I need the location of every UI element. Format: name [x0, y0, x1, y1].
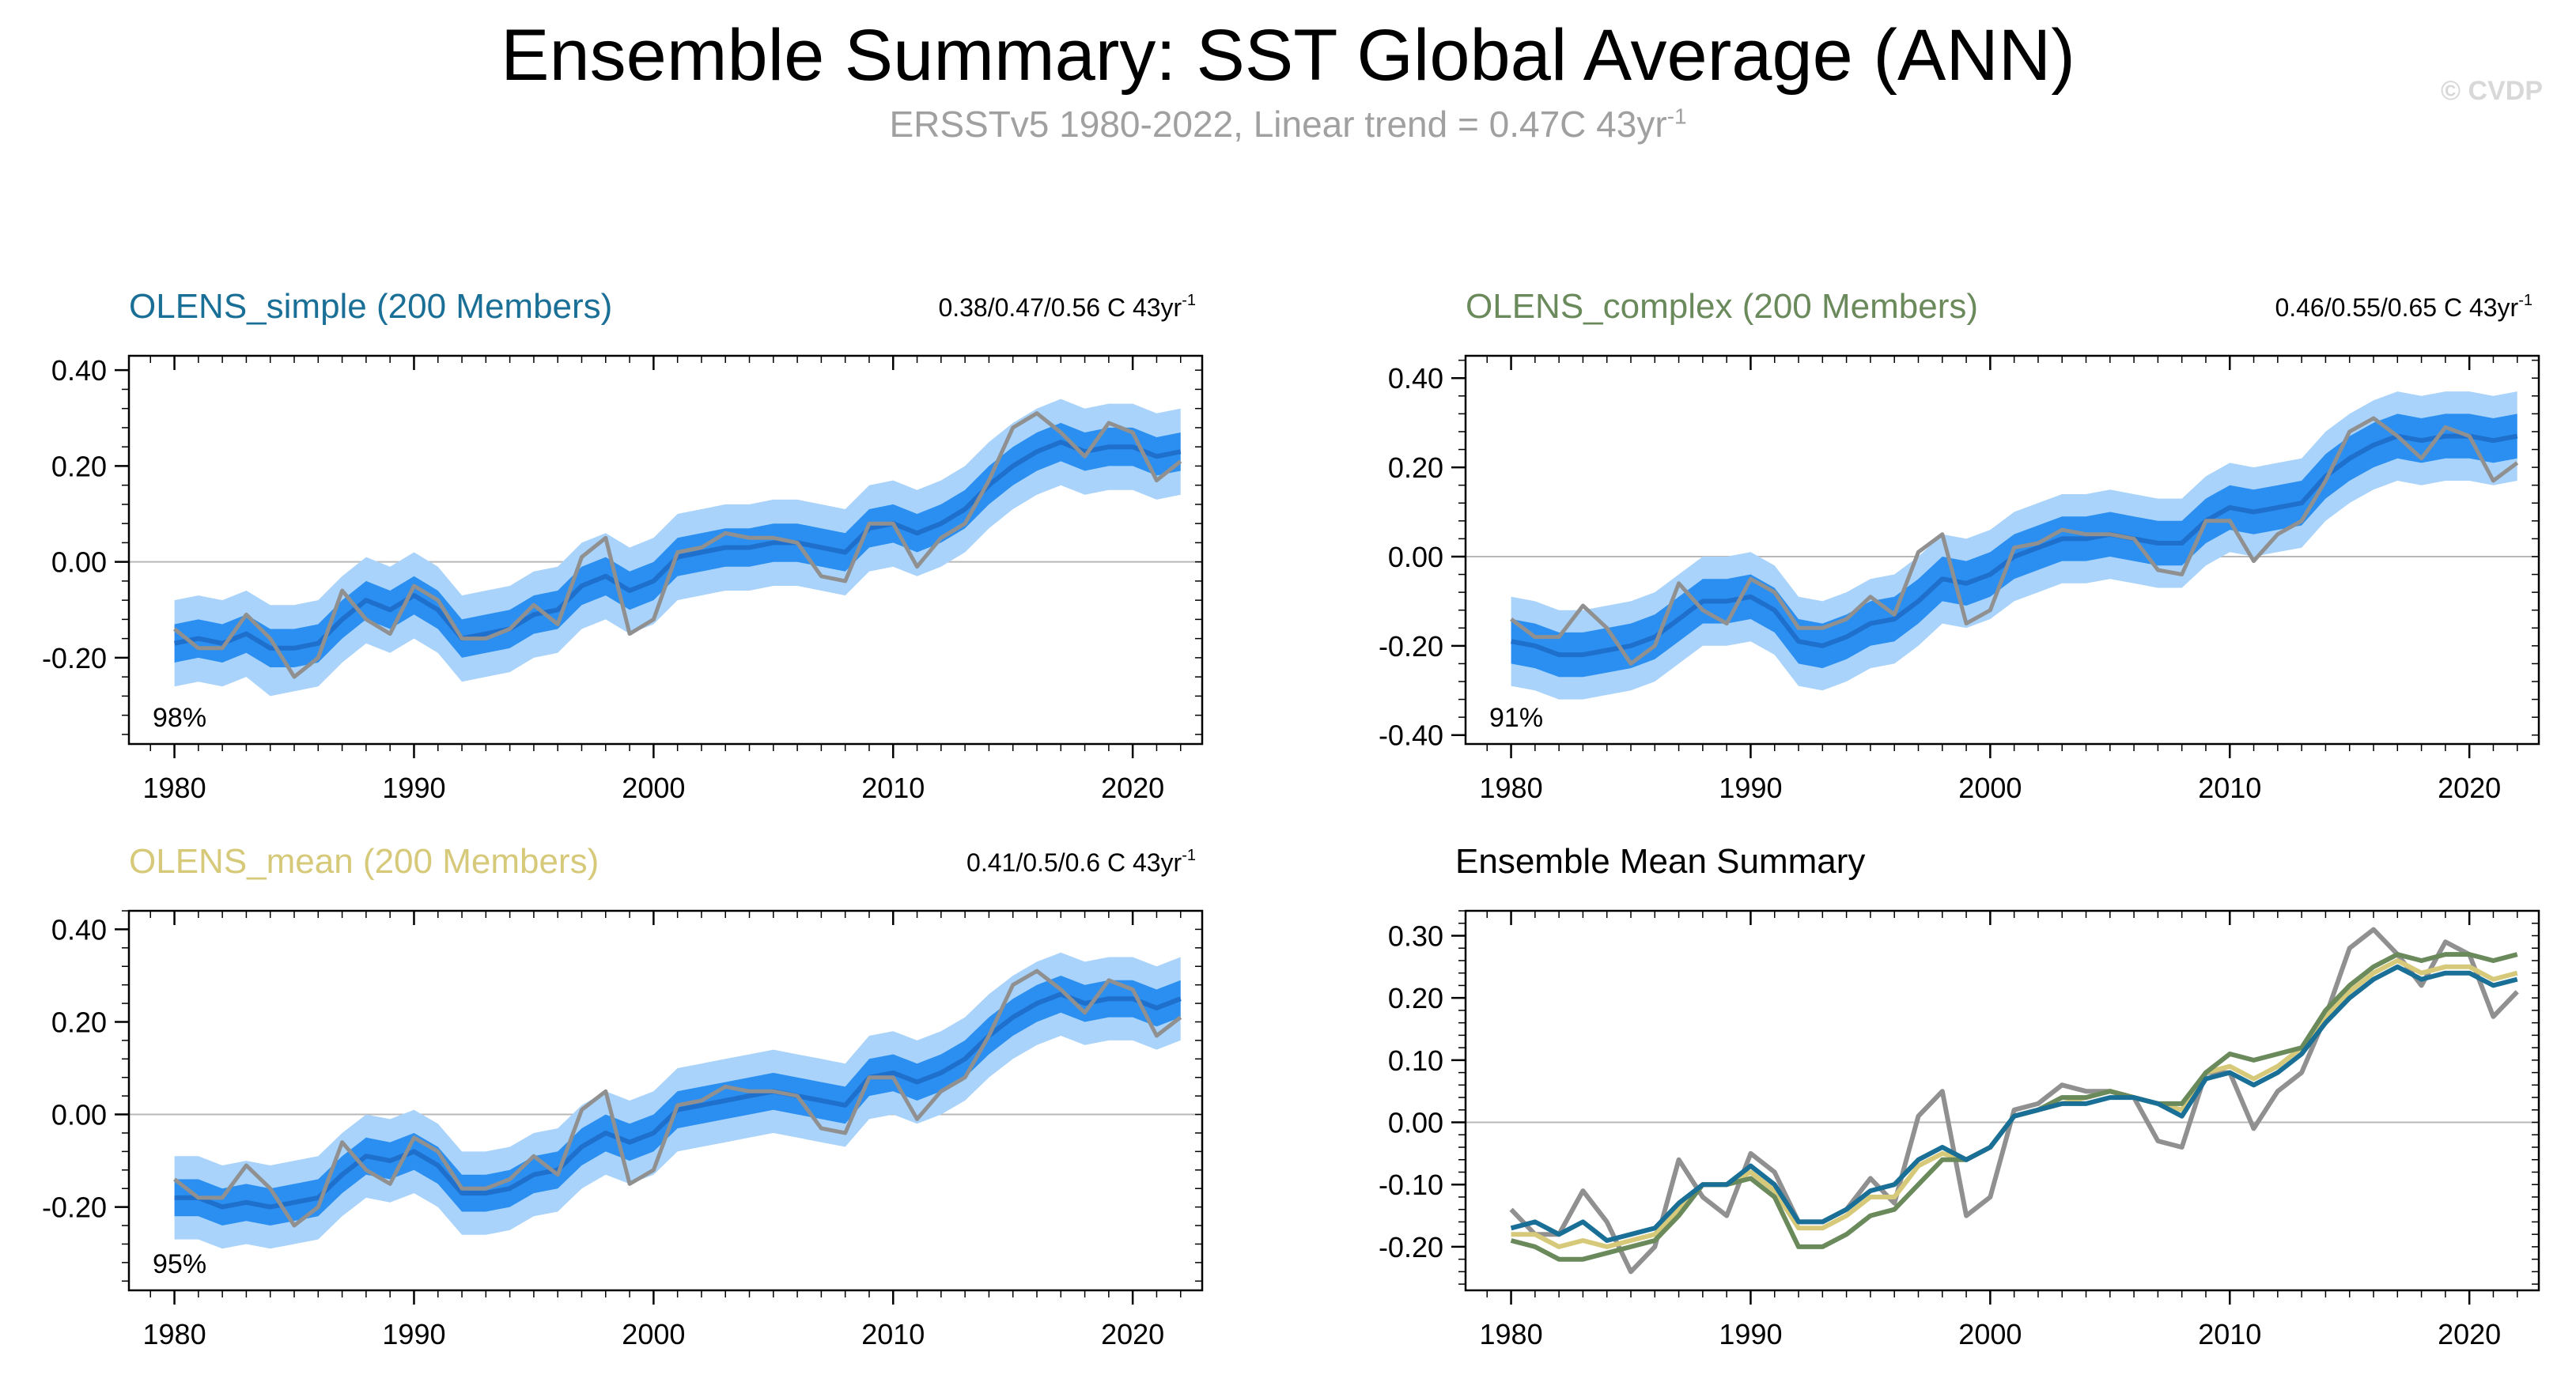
simple-line	[1510, 964, 2518, 1243]
chart-panel-complex: 91% -0.40 -0.20 0.00 0.20 0.40 1980 1990 2000 201…	[1379, 287, 2540, 804]
x-tick-label: 2000	[1958, 772, 2022, 804]
main-title: Ensemble Summary: SST Global Average (AN…	[501, 15, 2075, 96]
observed-line	[1510, 416, 2519, 666]
ensemble-mean-line	[1511, 433, 2518, 658]
y-tick-label: 0.20	[51, 1006, 107, 1038]
percent-label: 95%	[153, 1249, 206, 1279]
plot-frame	[1464, 354, 2540, 746]
band-25-75-series	[174, 976, 1181, 1225]
x-tick-label: 2020	[1101, 1318, 1164, 1350]
y-tick-label: 0.00	[51, 1099, 107, 1131]
chart-panel-summary: -0.20 -0.10 0.00 0.10 0.20 0.30 1980 1990 2000 20…	[1379, 842, 2540, 1350]
chart-panel-mean: 95% -0.20 0.00 0.20 0.40 1980 1990 2000 2010 2020…	[42, 842, 1204, 1350]
y-tick-label: 0.00	[1388, 541, 1443, 573]
x-tick-label: 2000	[1958, 1318, 2022, 1350]
x-tick-label: 2010	[2198, 772, 2261, 804]
trend-label: 0.38/0.47/0.56 C 43yr-1	[938, 292, 1196, 322]
y-tick-label: -0.20	[1379, 1231, 1443, 1263]
y-tick-label: 0.20	[1388, 982, 1443, 1014]
y-tick-label: 0.10	[1388, 1044, 1443, 1077]
y-tick-label: 0.00	[1388, 1107, 1443, 1139]
x-tick-label: 2020	[1101, 772, 1164, 804]
cvdp-credit: © CVDP	[2441, 76, 2543, 106]
plot-area-complex	[1466, 391, 2539, 700]
plot-frame	[1464, 909, 2540, 1292]
x-tick-label: 2000	[622, 1318, 685, 1350]
plot-frame	[127, 354, 1204, 746]
y-tick-label: -0.10	[1379, 1169, 1443, 1201]
y-tick-label: -0.40	[1379, 719, 1443, 752]
x-tick-label: 2010	[861, 1318, 925, 1350]
x-tick-label: 1980	[1480, 772, 1543, 804]
percent-label: 91%	[1489, 703, 1543, 733]
y-tick-label: 0.20	[51, 450, 107, 482]
plot-frame	[127, 909, 1204, 1292]
trend-label: 0.41/0.5/0.6 C 43yr-1	[966, 847, 1196, 877]
panel-title: OLENS_mean (200 Members)	[129, 842, 599, 881]
band-25-75-series	[174, 422, 1181, 667]
y-tick-label: 0.40	[51, 913, 107, 946]
plot-area-summary	[1466, 927, 2539, 1275]
percent-label: 98%	[153, 703, 206, 733]
y-tick-label: 0.40	[51, 354, 107, 387]
panel-title: OLENS_complex (200 Members)	[1466, 287, 1978, 326]
band-25-75-series	[1511, 414, 2517, 678]
x-tick-label: 2000	[622, 772, 685, 804]
x-tick-label: 1990	[382, 1318, 445, 1350]
plot-area-simple	[129, 398, 1202, 697]
y-tick-label: -0.20	[42, 1192, 107, 1224]
panel-title: Ensemble Mean Summary	[1455, 842, 1865, 881]
observed-line	[173, 411, 1182, 679]
x-tick-label: 1990	[1719, 1318, 1782, 1350]
x-tick-label: 1990	[1719, 772, 1782, 804]
x-tick-label: 1980	[143, 772, 206, 804]
trend-label: 0.46/0.55/0.65 C 43yr-1	[2275, 292, 2532, 322]
y-tick-label: 0.30	[1388, 920, 1443, 952]
observed-line	[173, 969, 1182, 1228]
x-tick-label: 2010	[861, 772, 925, 804]
chart-panel-simple: 98% -0.20 0.00 0.20 0.40 1980 1990 2000 2010 2020…	[42, 287, 1204, 804]
x-tick-label: 2010	[2198, 1318, 2261, 1350]
y-tick-label: 0.20	[1388, 451, 1443, 484]
x-tick-label: 1990	[382, 772, 445, 804]
mean-line	[1511, 958, 2518, 1249]
y-tick-label: -0.20	[42, 642, 107, 674]
panel-title: OLENS_simple (200 Members)	[129, 287, 612, 326]
y-tick-label: -0.20	[1379, 630, 1443, 663]
plot-area-mean	[129, 952, 1202, 1249]
x-tick-label: 2020	[2438, 772, 2501, 804]
y-tick-label: 0.40	[1388, 362, 1443, 395]
observed-line	[1509, 927, 2519, 1275]
x-tick-label: 1980	[1480, 1318, 1543, 1350]
x-tick-label: 1980	[143, 1318, 206, 1350]
subtitle: ERSSTv5 1980-2022, Linear trend = 0.47C …	[889, 104, 1687, 145]
x-tick-label: 2020	[2438, 1318, 2501, 1350]
y-tick-label: 0.00	[51, 546, 107, 579]
